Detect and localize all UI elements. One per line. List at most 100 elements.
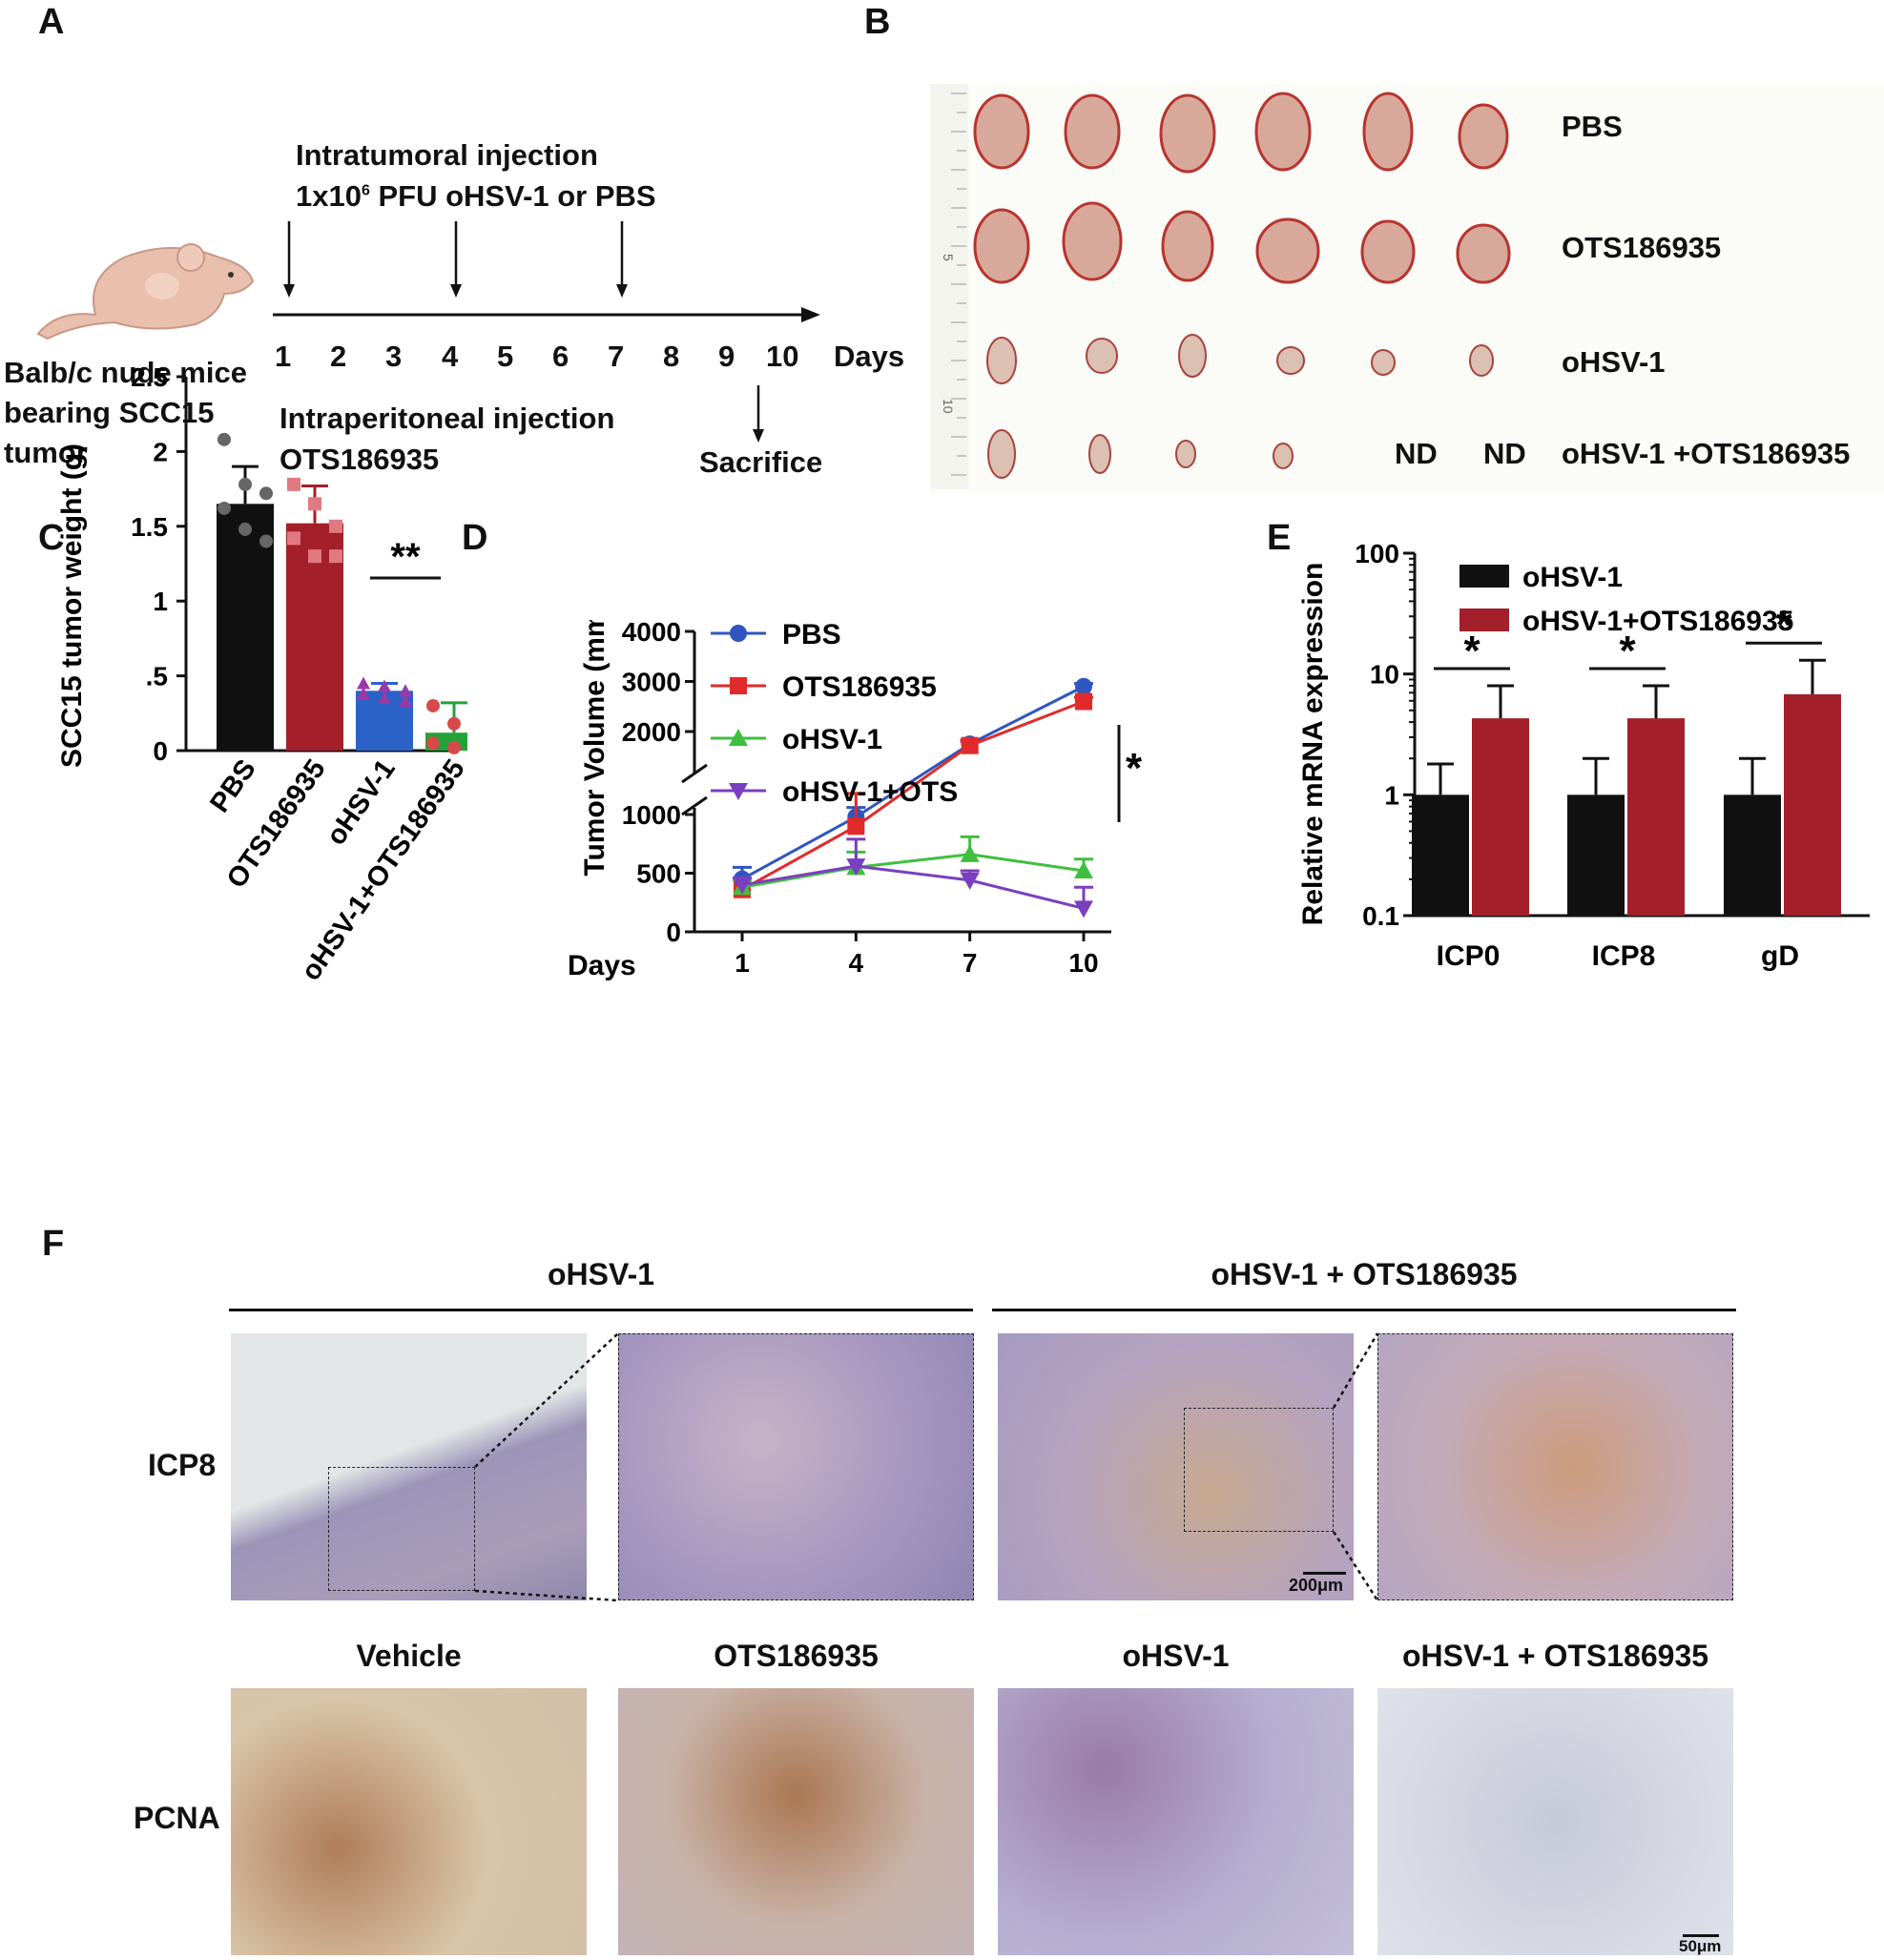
d-y-axis-label: Tumor Volume (mm3) [579, 620, 611, 877]
c-point [217, 432, 231, 446]
d-y-tick-label: 3000 [622, 668, 681, 697]
c-point [329, 549, 342, 564]
d-point [961, 736, 979, 754]
c-point [238, 477, 252, 491]
day-3: 3 [385, 340, 403, 373]
c-y-tick-label: 0 [153, 736, 168, 766]
e-legend-label: oHSV-1 [1522, 562, 1623, 593]
day-8: 8 [663, 340, 680, 373]
ip-injection-line2: OTS186935 [279, 443, 440, 476]
injection-dose: 1x10 [296, 179, 362, 213]
d-y-tick-label: 2000 [622, 717, 681, 747]
c-point [238, 522, 252, 536]
d-point [960, 872, 980, 890]
c-y-tick-label: 1.5 [131, 512, 168, 542]
e-y-tick-label: 0.1 [1362, 901, 1399, 931]
tumor-row-combo: oHSV-1 +OTS186935 [1562, 437, 1851, 470]
d-series-line [741, 853, 1085, 889]
ruler-mark-5: 5 [941, 254, 956, 261]
e-bar [1724, 794, 1781, 916]
scale-bar-50-label: 50μm [1679, 1937, 1722, 1955]
e-legend-swatch [1460, 609, 1509, 631]
c-point [329, 519, 342, 533]
d-point [847, 817, 865, 836]
day-6: 6 [552, 340, 569, 373]
scale-bar-50 [1683, 1934, 1719, 1937]
d-x-tick-label: 4 [849, 948, 864, 978]
day-2: 2 [330, 340, 347, 373]
injection-exponent: 6 [361, 182, 370, 199]
d-axis-break-upper [681, 763, 708, 784]
d-point [1074, 900, 1093, 918]
e-bar [1472, 718, 1529, 916]
pcna-ohsv-image [998, 1688, 1354, 1955]
panel-label-c: C [38, 518, 65, 558]
d-legend-label: oHSV-1+OTS [782, 776, 958, 808]
d-y-axis-label-text: Tumor Volume (mm [579, 620, 611, 877]
c-y-tick-label: .5 [146, 662, 168, 691]
d-point [846, 858, 866, 877]
tumor-photo-drawing: 5 10 [930, 84, 1511, 489]
d-legend-label: OTS186935 [782, 671, 937, 703]
e-bar [1567, 794, 1625, 916]
e-y-tick-label: 10 [1370, 660, 1399, 690]
d-point [1074, 861, 1093, 879]
ip-injection-line1: Intraperitoneal injection [279, 402, 615, 435]
panel-label-e: E [1267, 518, 1292, 558]
d-y-tick-label: 500 [636, 859, 681, 889]
pcna-ots-image [618, 1688, 974, 1955]
e-y-tick-label: 100 [1355, 544, 1399, 568]
icp8-ohsv-overview [231, 1333, 587, 1600]
c-point [447, 716, 461, 731]
c-point [447, 740, 461, 754]
c-point [259, 534, 273, 548]
d-legend-label: PBS [782, 620, 841, 650]
f-row-label-icp8: ICP8 [148, 1448, 217, 1482]
c-point [426, 736, 440, 751]
mouse-label-line3: tumor [4, 436, 88, 469]
d-point [1075, 692, 1092, 711]
c-y-axis-label: SCC15 tumor weight (g) [56, 444, 88, 768]
d-legend-marker [729, 729, 748, 746]
timeline-days-label: Days [834, 340, 905, 373]
pcna-col-vehicle: Vehicle [356, 1639, 462, 1673]
injection-agent: PFU oHSV-1 or PBS [369, 179, 656, 213]
day-1: 1 [275, 340, 292, 373]
d-series-line [741, 864, 1085, 910]
day-4: 4 [442, 340, 459, 373]
d-y-tick-label: 1000 [622, 800, 681, 830]
c-y-tick-label: 2.5 [131, 362, 168, 392]
f-header-ohsv-rule [229, 1309, 973, 1311]
c-point [357, 676, 370, 690]
mouse-label-line1: Balb/c nude mice [4, 356, 247, 389]
sacrifice-arrow [753, 385, 764, 443]
timeline-arrows [273, 221, 820, 322]
d-sig-annotation: * [1126, 745, 1143, 792]
e-bar [1412, 794, 1469, 916]
scale-bar-200-label: 200μm [1289, 1576, 1344, 1595]
sacrifice-label: Sacrifice [699, 445, 823, 479]
mouse-label-line2: bearing SCC15 [4, 396, 215, 429]
d-legend-marker [729, 783, 748, 800]
scale-bar-200 [1303, 1572, 1346, 1575]
ruler-mark-10: 10 [941, 399, 956, 414]
c-point [259, 486, 273, 501]
c-y-tick-label: 1 [153, 587, 168, 616]
tumor-row-ohsv: oHSV-1 [1562, 345, 1666, 379]
injection-line2: 1x106 PFU oHSV-1 or PBS [296, 179, 656, 214]
d-x-tick-label: 10 [1068, 948, 1098, 978]
d-axis-break-lower [681, 795, 708, 816]
c-point [308, 549, 321, 564]
tumor-row-pbs: PBS [1562, 110, 1623, 143]
c-point [287, 477, 300, 491]
icp8-ohsv-zoom [618, 1333, 974, 1600]
c-point [287, 531, 300, 546]
e-y-axis-label: Relative mRNA expression [1297, 563, 1329, 926]
d-legend-marker [730, 625, 747, 642]
e-category-label: gD [1761, 940, 1799, 972]
e-sig-annotation: * [1463, 628, 1480, 674]
pcna-col-ots: OTS186935 [714, 1639, 879, 1673]
e-legend-label: oHSV-1+OTS186935 [1522, 606, 1793, 637]
tumor-row-ots: OTS186935 [1562, 231, 1722, 264]
f-header-ohsv: oHSV-1 [547, 1257, 655, 1291]
